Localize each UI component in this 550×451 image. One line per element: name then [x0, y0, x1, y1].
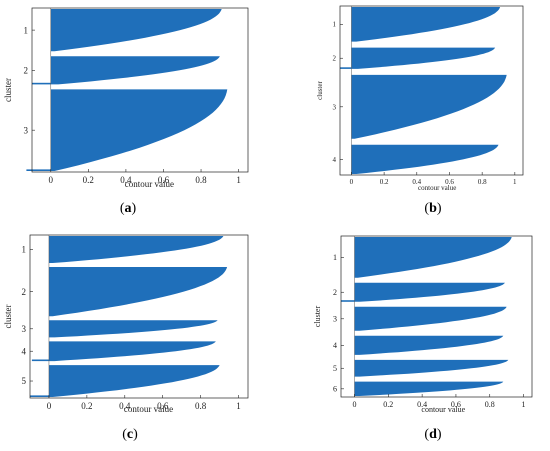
- x-tick-label: 0.4: [417, 400, 427, 409]
- cluster-4-silhouette: [49, 341, 216, 362]
- x-tick-label: 0: [49, 175, 54, 185]
- x-axis-label: contour value: [418, 184, 456, 192]
- x-tick-label: 0.2: [81, 401, 92, 411]
- x-tick-label: 0.4: [119, 401, 131, 411]
- cluster-tick-label: 6: [333, 385, 337, 394]
- axes-box: [31, 7, 249, 173]
- x-tick-label: 0.4: [412, 178, 421, 186]
- x-tick-label: 0.2: [380, 178, 389, 186]
- x-tick-label: 0.2: [383, 400, 393, 409]
- cluster-2-negative-value: [341, 300, 355, 302]
- cluster-tick-label: 2: [333, 288, 337, 297]
- x-tick-label: 0.8: [485, 400, 495, 409]
- cluster-tick-label: 3: [333, 315, 337, 324]
- cluster-tick-label: 2: [24, 65, 29, 75]
- cluster-tick-label: 1: [22, 245, 27, 255]
- cluster-1-silhouette: [354, 237, 512, 278]
- axes-box: [340, 235, 533, 398]
- panel-c: 1 2 3 4 5 0 0.2 0.4 0.6 0.8 1 contour value cluster (…: [3, 234, 249, 442]
- panel-label: (d): [424, 427, 441, 442]
- x-tick-label: 1: [522, 400, 526, 409]
- cluster-3-negative-value: [26, 169, 51, 171]
- panel-b: 1 2 3 4 0 0.2 0.4 0.6 0.8 1 contour value cluster (b…: [316, 5, 524, 216]
- cluster-1-silhouette: [50, 9, 222, 52]
- cluster-4-negative-value: [31, 359, 49, 362]
- cluster-tick-label: 2: [22, 287, 27, 297]
- x-tick-label: 0: [350, 178, 354, 186]
- cluster-tick-label: 1: [333, 253, 337, 262]
- x-tick-label: 0.8: [195, 401, 207, 411]
- x-axis-label: contour value: [421, 405, 465, 414]
- panel-d: 1 2 3 4 5 6 0 0.2 0.4 0.6 0.8 1 contour value cluster…: [313, 235, 533, 442]
- x-tick-label: 0.6: [451, 400, 461, 409]
- cluster-3-silhouette: [50, 89, 228, 171]
- x-tick-label: 0.4: [120, 175, 132, 185]
- cluster-2-silhouette: [50, 56, 220, 85]
- x-tick-label: 0.8: [478, 178, 487, 186]
- cluster-4-silhouette: [354, 335, 504, 355]
- x-tick-label: 0.8: [195, 175, 207, 185]
- x-tick-label: 1: [513, 178, 517, 186]
- x-tick-label: 1: [236, 175, 241, 185]
- cluster-tick-label: 3: [22, 324, 27, 334]
- y-axis-label: cluster: [313, 306, 322, 328]
- x-tick-label: 0.6: [445, 178, 454, 186]
- panel-label: (c): [122, 427, 138, 442]
- cluster-1-silhouette: [49, 236, 224, 263]
- panel-label: (b): [424, 201, 441, 216]
- cluster-tick-label: 4: [333, 156, 337, 164]
- x-tick-label: 0.6: [158, 175, 170, 185]
- cluster-tick-label: 1: [333, 21, 337, 29]
- x-tick-label: 0: [47, 401, 52, 411]
- panel-a: 1 2 3 0 0.2 0.4 0.6 0.8 1 contour value cluster (a): [3, 7, 249, 216]
- cluster-5-silhouette: [49, 365, 220, 397]
- cluster-tick-label: 4: [22, 346, 27, 356]
- x-tick-label: 0.2: [83, 175, 94, 185]
- cluster-2-negative-value: [32, 82, 51, 85]
- x-tick-label: 1: [236, 401, 241, 411]
- cluster-tick-label: 3: [24, 125, 29, 135]
- cluster-3-silhouette: [49, 320, 218, 338]
- cluster-3-silhouette: [354, 306, 507, 331]
- cluster-5-negative-value: [30, 395, 49, 397]
- axes-box: [339, 5, 524, 176]
- y-axis-label: cluster: [3, 78, 13, 102]
- y-axis-label: cluster: [316, 81, 324, 100]
- x-tick-label: 0: [353, 400, 357, 409]
- cluster-2-silhouette: [354, 282, 505, 302]
- cluster-tick-label: 5: [333, 364, 337, 373]
- cluster-6-silhouette: [354, 381, 504, 396]
- cluster-tick-label: 3: [333, 103, 337, 111]
- x-tick-label: 0.6: [157, 401, 169, 411]
- cluster-tick-label: 1: [24, 25, 29, 35]
- cluster-4-silhouette: [351, 144, 499, 174]
- panel-label: (a): [120, 201, 137, 216]
- x-axis-label: contour value: [124, 404, 173, 414]
- cluster-1-silhouette: [351, 7, 501, 42]
- cluster-2-silhouette: [49, 267, 228, 317]
- cluster-tick-label: 4: [333, 341, 337, 350]
- cluster-tick-label: 2: [333, 55, 337, 63]
- cluster-5-silhouette: [354, 359, 509, 377]
- x-axis-label: contour value: [125, 179, 174, 189]
- y-axis-label: cluster: [3, 305, 13, 329]
- cluster-tick-label: 5: [22, 376, 27, 386]
- cluster-2-silhouette: [351, 47, 496, 69]
- cluster-3-silhouette: [351, 74, 507, 139]
- axes-box: [29, 234, 249, 399]
- cluster-2-negative-value: [340, 67, 352, 69]
